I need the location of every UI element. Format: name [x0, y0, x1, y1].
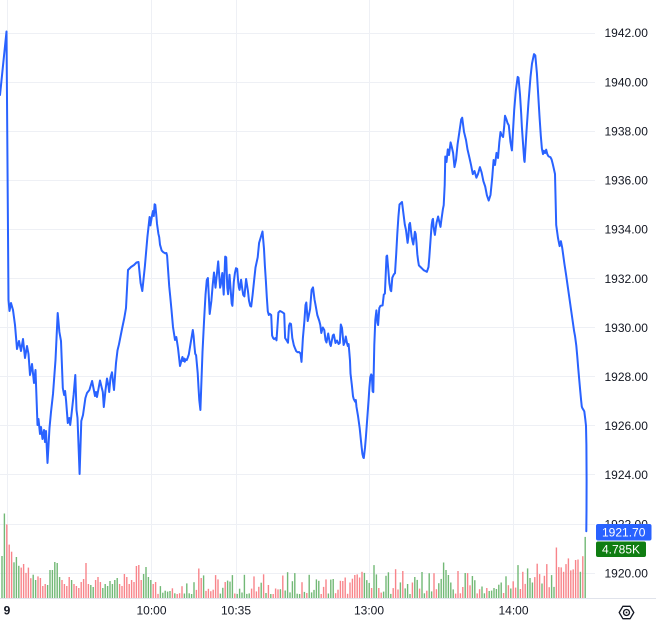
svg-text:1942.00: 1942.00 [605, 26, 649, 40]
svg-text:1920.00: 1920.00 [605, 566, 649, 580]
svg-text:1930.00: 1930.00 [605, 321, 649, 335]
svg-text:1932.00: 1932.00 [605, 272, 649, 286]
svg-text:4.785K: 4.785K [602, 543, 640, 557]
svg-text:13:00: 13:00 [354, 604, 384, 618]
svg-text:1936.00: 1936.00 [605, 174, 649, 188]
svg-text:1926.00: 1926.00 [605, 419, 649, 433]
svg-text:1924.00: 1924.00 [605, 468, 649, 482]
svg-text:9: 9 [4, 604, 11, 618]
svg-text:14:00: 14:00 [498, 604, 528, 618]
svg-text:1940.00: 1940.00 [605, 75, 649, 89]
svg-text:10:00: 10:00 [136, 604, 166, 618]
svg-text:1934.00: 1934.00 [605, 223, 649, 237]
svg-text:10:35: 10:35 [221, 604, 251, 618]
svg-text:1928.00: 1928.00 [605, 370, 649, 384]
svg-text:1938.00: 1938.00 [605, 124, 649, 138]
svg-text:1921.70: 1921.70 [602, 525, 646, 539]
